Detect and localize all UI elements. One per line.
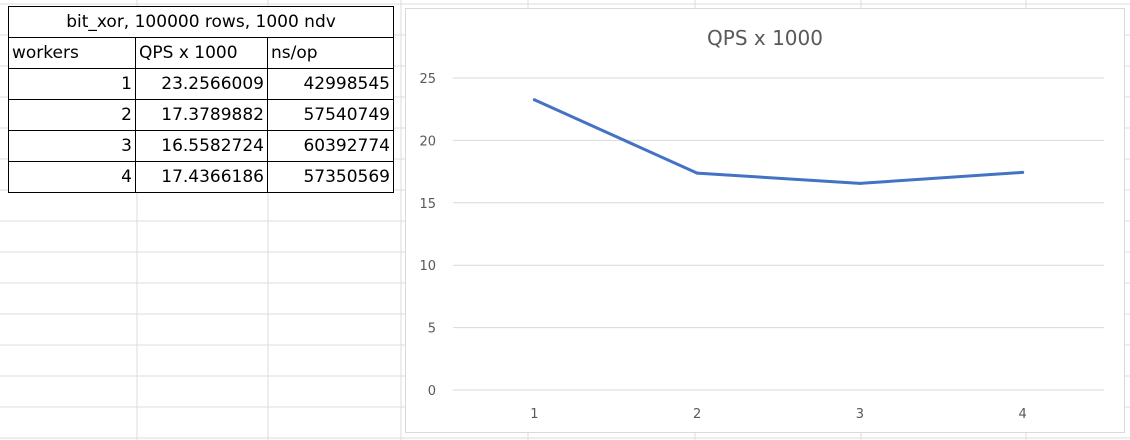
y-tick-label: 25: [419, 72, 436, 87]
data-table: bit_xor, 100000 rows, 1000 ndv workers Q…: [8, 6, 394, 193]
cell-nsop[interactable]: 57540749: [267, 99, 394, 131]
cell-qps[interactable]: 16.5582724: [135, 130, 268, 162]
cell-workers[interactable]: 2: [8, 99, 136, 131]
series-line[interactable]: [532, 98, 1025, 185]
data-point[interactable]: [532, 98, 536, 102]
cell-qps[interactable]: 17.4366186: [135, 161, 268, 193]
cell-workers[interactable]: 3: [8, 130, 136, 162]
cell-nsop[interactable]: 42998545: [267, 68, 394, 100]
data-point[interactable]: [1021, 170, 1025, 174]
y-tick-label: 0: [428, 384, 436, 399]
y-tick-label: 5: [428, 322, 436, 337]
x-tick-label: 4: [1018, 407, 1026, 422]
data-point[interactable]: [858, 181, 862, 185]
x-tick-label: 2: [693, 407, 701, 422]
table-row: 1 23.2566009 42998545: [8, 68, 394, 100]
cell-qps[interactable]: 23.2566009: [135, 68, 268, 100]
x-tick-label: 3: [856, 407, 864, 422]
cell-qps[interactable]: 17.3789882: [135, 99, 268, 131]
data-point[interactable]: [695, 171, 699, 175]
header-workers[interactable]: workers: [8, 37, 136, 69]
cell-workers[interactable]: 4: [8, 161, 136, 193]
cell-workers[interactable]: 1: [8, 68, 136, 100]
cell-nsop[interactable]: 57350569: [267, 161, 394, 193]
chart-svg: QPS x 1000 0 5 10 15 20 25 1 2 3 4: [419, 26, 1104, 422]
y-tick-label: 15: [419, 197, 436, 212]
table-row: 3 16.5582724 60392774: [8, 130, 394, 162]
chart[interactable]: QPS x 1000 0 5 10 15 20 25 1 2 3 4: [405, 8, 1125, 433]
cell-nsop[interactable]: 60392774: [267, 130, 394, 162]
table-row: 4 17.4366186 57350569: [8, 161, 394, 193]
chart-title: QPS x 1000: [707, 26, 823, 50]
header-qps[interactable]: QPS x 1000: [135, 37, 268, 69]
y-tick-label: 10: [419, 259, 436, 274]
table-row: 2 17.3789882 57540749: [8, 99, 394, 131]
table-header-row: workers QPS x 1000 ns/op: [8, 37, 394, 69]
x-tick-label: 1: [530, 407, 538, 422]
header-nsop[interactable]: ns/op: [267, 37, 394, 69]
y-tick-label: 20: [419, 134, 436, 149]
table-title[interactable]: bit_xor, 100000 rows, 1000 ndv: [8, 6, 394, 38]
